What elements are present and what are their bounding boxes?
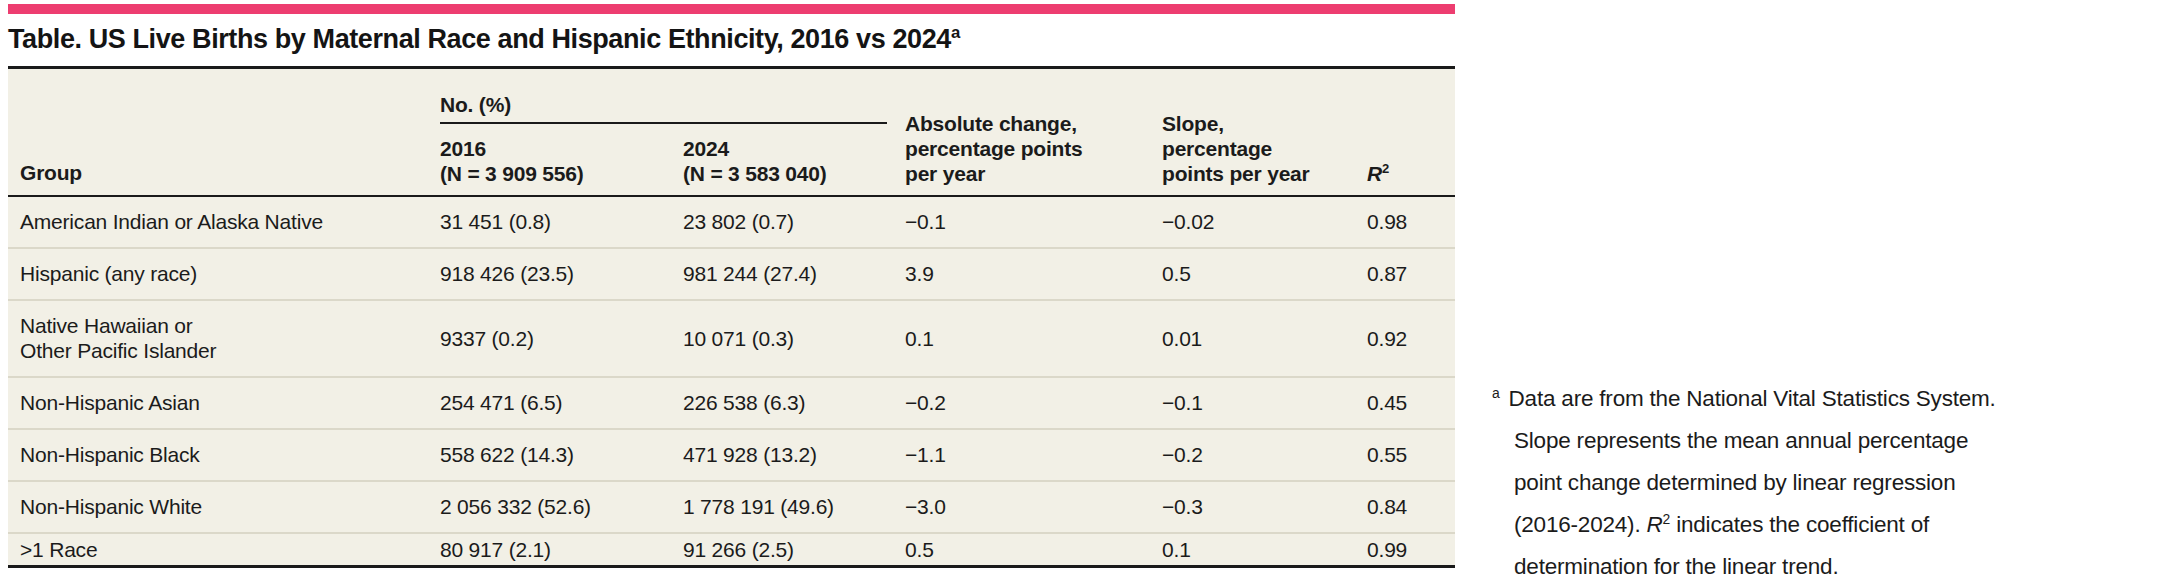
count-2024-cell: 10 071 (0.3) <box>683 300 905 377</box>
r2-cell: 0.87 <box>1367 248 1455 300</box>
slope-cell: −0.3 <box>1162 481 1367 533</box>
group-cell: Non-Hispanic Black <box>8 429 440 481</box>
table-body: American Indian or Alaska Native31 451 (… <box>8 196 1455 567</box>
table-row: Native Hawaiian or Other Pacific Islande… <box>8 300 1455 377</box>
r2-cell: 0.92 <box>1367 300 1455 377</box>
table-row: Non-Hispanic White2 056 332 (52.6)1 778 … <box>8 481 1455 533</box>
accent-rule <box>8 4 1455 14</box>
group-cell: Hispanic (any race) <box>8 248 440 300</box>
r2-cell: 0.84 <box>1367 481 1455 533</box>
table-row: Non-Hispanic Asian254 471 (6.5)226 538 (… <box>8 377 1455 429</box>
count-2016-cell: 558 622 (14.3) <box>440 429 683 481</box>
count-2024-cell: 23 802 (0.7) <box>683 196 905 248</box>
absolute-change-cell: −0.2 <box>905 377 1162 429</box>
table-row: American Indian or Alaska Native31 451 (… <box>8 196 1455 248</box>
footnote-r2-symbol: R <box>1647 512 1663 537</box>
spanner-label: No. (%) <box>440 93 511 116</box>
r2-cell: 0.99 <box>1367 533 1455 567</box>
column-header-2016: 2016 (N = 3 909 556) <box>440 124 683 196</box>
slope-cell: −0.02 <box>1162 196 1367 248</box>
r2-exponent: 2 <box>1382 161 1389 176</box>
footnote-marker: a <box>1492 385 1500 401</box>
count-2024-cell: 1 778 191 (49.6) <box>683 481 905 533</box>
count-2016-cell: 2 056 332 (52.6) <box>440 481 683 533</box>
table-title: Table. US Live Births by Maternal Race a… <box>8 24 1455 55</box>
absolute-change-cell: 3.9 <box>905 248 1162 300</box>
column-header-absolute-change: Absolute change, percentage points per y… <box>905 68 1162 196</box>
table-figure-page: Table. US Live Births by Maternal Race a… <box>0 0 2158 588</box>
absolute-change-cell: 0.5 <box>905 533 1162 567</box>
count-2016-cell: 918 426 (23.5) <box>440 248 683 300</box>
count-2024-cell: 226 538 (6.3) <box>683 377 905 429</box>
group-cell: Non-Hispanic Asian <box>8 377 440 429</box>
slope-cell: −0.1 <box>1162 377 1367 429</box>
absolute-change-cell: −1.1 <box>905 429 1162 481</box>
group-cell: American Indian or Alaska Native <box>8 196 440 248</box>
r2-cell: 0.55 <box>1367 429 1455 481</box>
live-births-table: Group No. (%) Absolute change, percentag… <box>8 66 1455 568</box>
count-2016-cell: 9337 (0.2) <box>440 300 683 377</box>
table-row: Hispanic (any race)918 426 (23.5)981 244… <box>8 248 1455 300</box>
absolute-change-cell: 0.1 <box>905 300 1162 377</box>
column-header-2024: 2024 (N = 3 583 040) <box>683 124 905 196</box>
slope-cell: 0.5 <box>1162 248 1367 300</box>
table-header: Group No. (%) Absolute change, percentag… <box>8 68 1455 196</box>
group-cell: Non-Hispanic White <box>8 481 440 533</box>
r2-cell: 0.98 <box>1367 196 1455 248</box>
count-2024-cell: 981 244 (27.4) <box>683 248 905 300</box>
title-footnote-marker: a <box>951 23 960 42</box>
group-cell: >1 Race <box>8 533 440 567</box>
footnote-r2-exponent: 2 <box>1663 511 1671 527</box>
count-2016-cell: 80 917 (2.1) <box>440 533 683 567</box>
table-title-text: Table. US Live Births by Maternal Race a… <box>8 24 951 54</box>
count-2016-cell: 31 451 (0.8) <box>440 196 683 248</box>
column-header-no-pct: No. (%) <box>440 68 905 124</box>
count-2024-cell: 91 266 (2.5) <box>683 533 905 567</box>
r2-symbol: R <box>1367 162 1382 185</box>
slope-cell: −0.2 <box>1162 429 1367 481</box>
table-footnote: aData are from the National Vital Statis… <box>1492 378 2152 588</box>
slope-cell: 0.1 <box>1162 533 1367 567</box>
count-2016-cell: 254 471 (6.5) <box>440 377 683 429</box>
column-header-slope: Slope, percentage points per year <box>1162 68 1367 196</box>
group-cell: Native Hawaiian or Other Pacific Islande… <box>8 300 440 377</box>
column-header-group: Group <box>8 68 440 196</box>
slope-cell: 0.01 <box>1162 300 1367 377</box>
absolute-change-cell: −0.1 <box>905 196 1162 248</box>
table-row: >1 Race80 917 (2.1)91 266 (2.5)0.50.10.9… <box>8 533 1455 567</box>
absolute-change-cell: −3.0 <box>905 481 1162 533</box>
column-header-r2: R2 <box>1367 68 1455 196</box>
count-2024-cell: 471 928 (13.2) <box>683 429 905 481</box>
table-row: Non-Hispanic Black558 622 (14.3)471 928 … <box>8 429 1455 481</box>
r2-cell: 0.45 <box>1367 377 1455 429</box>
